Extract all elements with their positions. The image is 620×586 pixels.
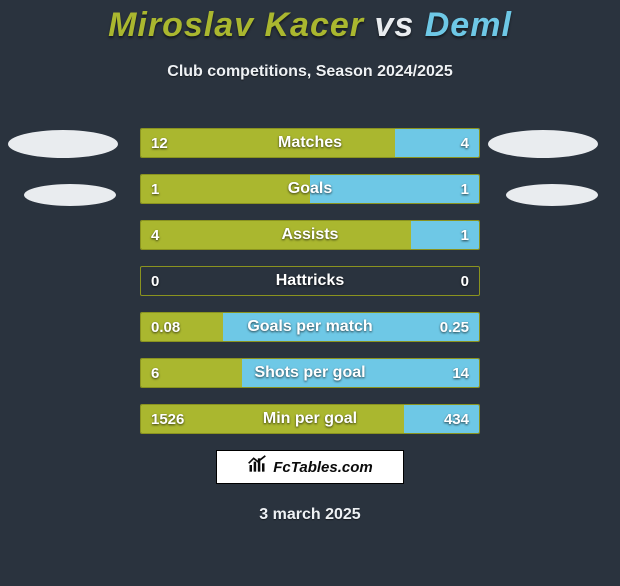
stat-label: Hattricks [141, 267, 479, 295]
stat-row: 614Shots per goal [140, 358, 480, 388]
bar-segment-player2 [223, 313, 479, 341]
stat-row: 0.080.25Goals per match [140, 312, 480, 342]
bar-segment-player2 [310, 175, 479, 203]
subtitle: Club competitions, Season 2024/2025 [0, 63, 620, 81]
stat-row: 0 0Hattricks [140, 266, 480, 296]
bar-segment-player2 [411, 221, 479, 249]
stat-value-player2: 0 [461, 267, 469, 295]
stat-value-player1: 0 [151, 267, 159, 295]
avatar-ellipse [8, 130, 118, 158]
comparison-title: Miroslav Kacer vs Deml [0, 6, 620, 45]
avatar-ellipse [488, 130, 598, 158]
stat-row: 1526434Min per goal [140, 404, 480, 434]
bar-segment-player1 [141, 313, 223, 341]
bar-segment-player1 [141, 175, 310, 203]
avatar-ellipse [24, 184, 116, 206]
player2-name: Deml [425, 6, 512, 44]
bar-segment-player1 [141, 129, 395, 157]
bar-segment-player1 [141, 359, 242, 387]
bar-segment-player2 [242, 359, 479, 387]
stat-row: 11Goals [140, 174, 480, 204]
bar-segment-player1 [141, 405, 404, 433]
source-text: FcTables.com [273, 459, 372, 476]
stat-row: 124Matches [140, 128, 480, 158]
avatar-ellipse [506, 184, 598, 206]
source-badge: FcTables.com [216, 450, 404, 484]
stat-row: 41Assists [140, 220, 480, 250]
bar-segment-player1 [141, 221, 411, 249]
chart-icon [247, 455, 267, 480]
date-text: 3 march 2025 [0, 506, 620, 524]
vs-text: vs [374, 6, 414, 44]
bar-segment-player2 [404, 405, 479, 433]
bar-segment-player2 [395, 129, 480, 157]
stat-bars: 124Matches 11Goals 41Assists 0 0Hattricks 0.0… [140, 128, 480, 450]
player1-name: Miroslav Kacer [108, 6, 364, 44]
